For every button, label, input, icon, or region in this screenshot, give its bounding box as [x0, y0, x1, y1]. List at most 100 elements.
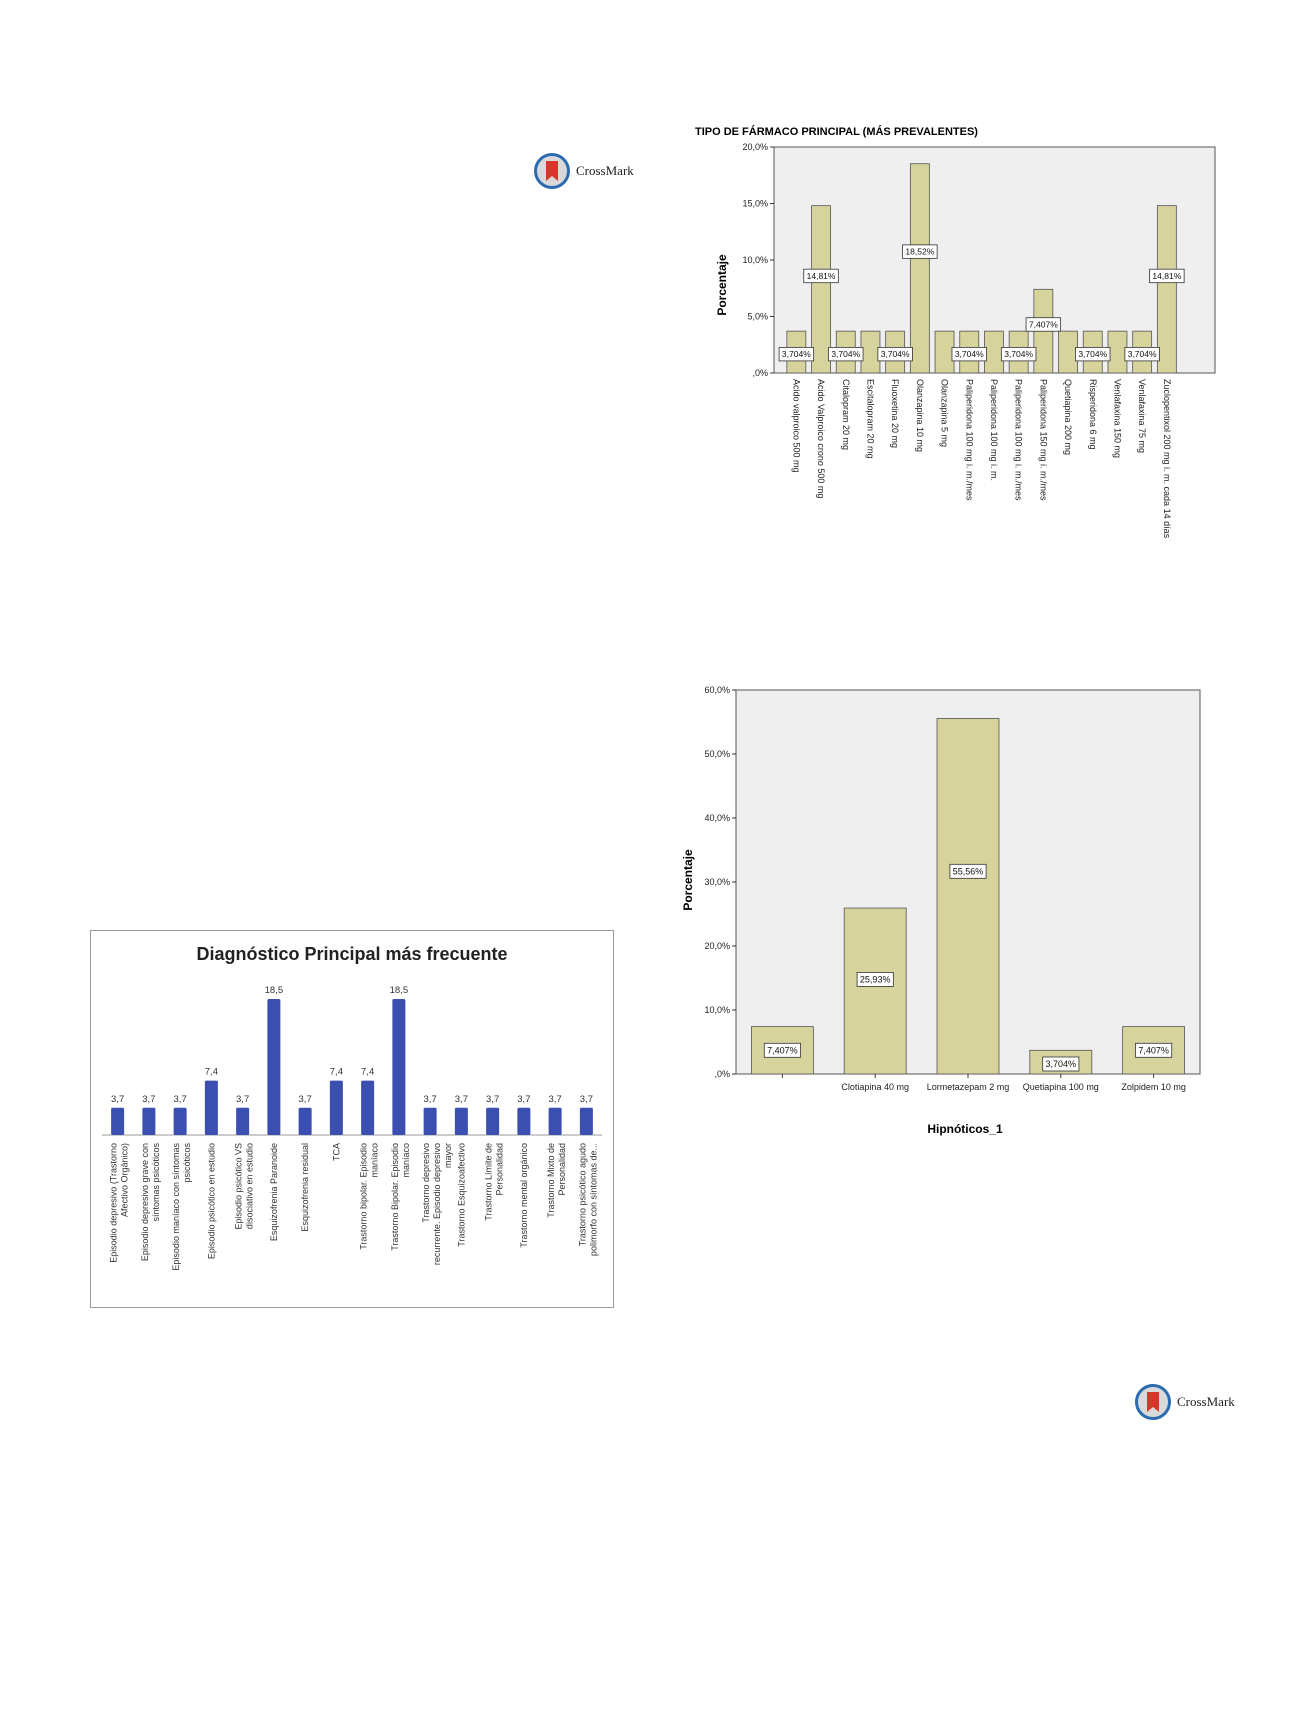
x-tick-label: Trastorno Mixto dePersonalidad	[546, 1143, 567, 1218]
x-tick-label: Episodio psicótico VSdisociativo en estu…	[234, 1143, 255, 1230]
data-label-box	[1124, 346, 1160, 362]
bar	[267, 999, 281, 1135]
data-label-box	[902, 244, 938, 259]
y-axis-label: Porcentaje	[715, 254, 729, 316]
data-label-box	[877, 346, 913, 362]
crossmark-logo-top[interactable]: CrossMark	[534, 153, 634, 189]
bar	[392, 999, 406, 1135]
y-tick-label: 20,0%	[742, 142, 768, 152]
bar	[909, 163, 930, 374]
data-label: 3,704%	[831, 349, 860, 359]
bar	[111, 1107, 125, 1135]
y-tick-label: ,0%	[714, 1069, 730, 1079]
chart-frame	[90, 930, 614, 1308]
bar	[329, 1080, 343, 1135]
data-label-box	[949, 863, 987, 879]
x-tick-label: TCA	[331, 1143, 341, 1161]
y-tick-label: 50,0%	[704, 749, 730, 759]
x-tick-label: Venlafaxina 150 mg	[1112, 379, 1122, 458]
data-label: 7,407%	[1029, 319, 1058, 329]
x-tick-label: Quetiapina 200 mg	[1063, 379, 1073, 455]
crossmark-icon	[534, 153, 570, 189]
bar	[204, 1080, 218, 1135]
y-tick-label: 10,0%	[704, 1005, 730, 1015]
data-label: 3,704%	[1046, 1059, 1077, 1069]
x-tick-label: Trastorno Esquizoafectivo	[456, 1143, 466, 1247]
chart-title: TIPO DE FÁRMACO PRINCIPAL (MÁS PREVALENT…	[695, 125, 978, 138]
data-label: 18,5	[390, 985, 409, 996]
bar	[454, 1107, 468, 1135]
data-label: 7,4	[361, 1067, 374, 1078]
x-axis-label: Hipnóticos_1	[927, 1122, 1003, 1136]
x-tick-label: Paliperidona 100 mg i. m./mes	[1014, 379, 1024, 501]
x-tick-label: Trastorno bipolar. Episodiomaníaco	[359, 1143, 380, 1250]
data-label: 55,56%	[953, 866, 984, 876]
x-tick-label: Citalopram 20 mg	[841, 379, 851, 450]
data-label: 3,704%	[955, 349, 984, 359]
data-label: 3,704%	[881, 349, 910, 359]
data-label-box	[778, 346, 815, 362]
bar	[361, 1080, 375, 1135]
x-tick-label: Acido valproico 500 mg	[791, 379, 801, 473]
bar	[984, 330, 1004, 374]
data-label-box	[951, 346, 987, 362]
data-label: 18,52%	[905, 247, 934, 257]
crossmark-logo-bottom[interactable]: CrossMark	[1135, 1384, 1235, 1420]
x-tick-label: Episodio psicótico en estudio	[206, 1143, 216, 1259]
data-label: 25,93%	[860, 975, 891, 985]
x-tick-label: Paliperidona 150 mg i. m./mes	[1038, 379, 1048, 501]
hipnoticos-chart: Porcentaje Hipnóticos_1 ,0% 10,0% 20,0% 30,…	[681, 685, 1201, 1136]
y-tick-label: 10,0%	[742, 255, 768, 265]
data-label: 3,7	[580, 1094, 593, 1105]
data-label-box	[828, 346, 864, 362]
data-label: 3,7	[299, 1094, 312, 1105]
x-tick-label: Trastorno depresivorecurrente. Episodio …	[421, 1143, 453, 1265]
data-label: 3,7	[549, 1094, 562, 1105]
x-tick-label: Lormetazepam 2 mg	[927, 1082, 1010, 1092]
data-label-box	[1000, 346, 1037, 362]
x-tick-label: Paliperidona 100 mg i. m.	[989, 379, 999, 481]
data-label: 14,81%	[807, 271, 836, 281]
bar	[298, 1107, 312, 1135]
data-label-box	[803, 268, 839, 284]
data-label: 3,7	[236, 1094, 249, 1105]
crossmark-label: CrossMark	[576, 163, 634, 178]
y-tick-label: 15,0%	[742, 199, 768, 209]
x-tick-label: Quetiapina 100 mg	[1023, 1082, 1099, 1092]
data-label-box	[763, 1042, 801, 1058]
data-label-box	[856, 972, 894, 987]
y-tick-label: 40,0%	[704, 813, 730, 823]
bar	[236, 1107, 250, 1135]
x-tick-label: Venlafaxina 75 mg	[1137, 379, 1147, 453]
bar	[811, 205, 831, 374]
y-tick-label: 5,0%	[747, 312, 768, 322]
farmaco-chart: TIPO DE FÁRMACO PRINCIPAL (MÁS PREVALENT…	[695, 125, 1216, 539]
data-label-box	[1025, 317, 1062, 332]
bar	[860, 330, 881, 374]
bar	[173, 1107, 187, 1135]
data-label: 3,7	[517, 1094, 530, 1105]
x-tick-label: Olanzapina 5 mg	[940, 379, 950, 447]
x-tick-label: Esquizofrenia residual	[300, 1143, 310, 1232]
data-label: 3,7	[486, 1094, 499, 1105]
bar	[1058, 330, 1078, 374]
data-label: 7,4	[330, 1067, 343, 1078]
data-label: 3,7	[174, 1094, 187, 1105]
data-label: 18,5	[265, 985, 284, 996]
data-label-box	[1042, 1056, 1080, 1072]
bar	[142, 1107, 156, 1135]
y-tick-label: 60,0%	[704, 685, 730, 695]
data-label-box	[1135, 1042, 1173, 1058]
x-tick-label: Zuclopentixol 200 mg i. m. cada 14 días	[1162, 379, 1172, 539]
x-tick-label: Trastorno mental orgánico	[519, 1143, 529, 1248]
bar	[843, 907, 907, 1075]
data-label: 7,4	[205, 1067, 218, 1078]
x-tick-label: Risperidona 6 mg	[1088, 379, 1098, 450]
data-label: 7,407%	[767, 1045, 798, 1055]
x-tick-label: Clotiapina 40 mg	[841, 1082, 909, 1092]
data-label: 3,7	[111, 1094, 124, 1105]
bar	[1156, 205, 1177, 374]
data-label: 7,407%	[1138, 1045, 1169, 1055]
x-tick-label: Acido Valproico crono 500 mg	[816, 379, 826, 498]
data-label-box	[1149, 268, 1185, 284]
